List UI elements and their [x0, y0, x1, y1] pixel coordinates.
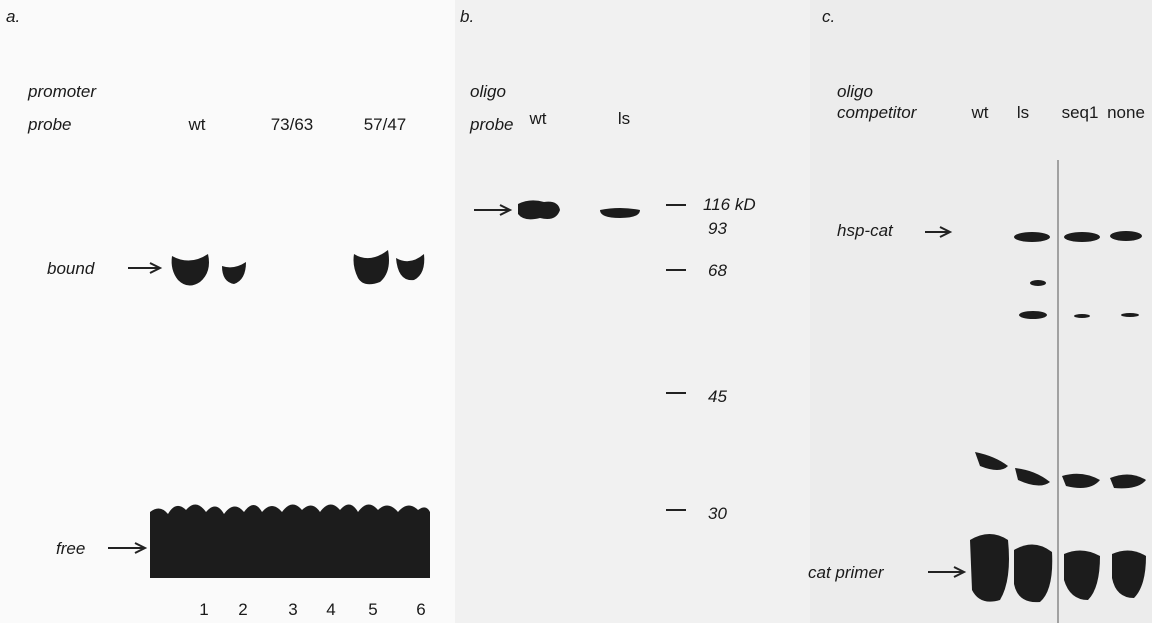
lane-header: none [1107, 103, 1145, 122]
band [396, 254, 425, 281]
panel-letter: b. [460, 7, 474, 26]
row-label: promoter [27, 82, 97, 101]
panel-c-bg [810, 0, 1152, 623]
row-label: oligo [470, 82, 506, 101]
lane-header: wt [188, 115, 206, 134]
band-label: cat primer [808, 563, 885, 582]
lane-header: ls [618, 109, 630, 128]
band [222, 262, 246, 284]
lane-header: 57/47 [364, 115, 407, 134]
band-label: free [56, 539, 85, 558]
lane-header: ls [1017, 103, 1029, 122]
panel-letter: a. [6, 7, 20, 26]
row-label: competitor [837, 103, 918, 122]
panel-b-bg [455, 0, 810, 623]
arrow [128, 262, 163, 274]
band [1121, 313, 1139, 317]
marker-label: 116 kD [703, 195, 756, 214]
band [1030, 280, 1046, 286]
marker-label: 30 [708, 504, 727, 523]
lane-header: wt [971, 103, 989, 122]
marker-label: 45 [708, 387, 727, 406]
arrow [928, 566, 967, 578]
marker-label: 93 [708, 219, 727, 238]
band [1110, 474, 1146, 489]
marker-ticks [666, 204, 686, 511]
band [1074, 314, 1090, 318]
band [1014, 232, 1050, 242]
row-label: probe [27, 115, 71, 134]
row-label: probe [469, 115, 513, 134]
lane-header: seq1 [1062, 103, 1099, 122]
band [1112, 550, 1146, 598]
band [600, 208, 640, 218]
panel-letter: c. [822, 7, 835, 26]
lane-header: wt [529, 109, 547, 128]
row-label: oligo [837, 82, 873, 101]
lane-number: 4 [326, 600, 335, 619]
band [1062, 473, 1100, 488]
band [1064, 550, 1100, 600]
free-band [150, 504, 430, 578]
lane-number: 2 [238, 600, 247, 619]
band [975, 452, 1008, 470]
arrow [474, 204, 513, 216]
band [1064, 232, 1100, 242]
band [1014, 544, 1053, 603]
band [1019, 311, 1047, 319]
lane-header: 73/63 [271, 115, 314, 134]
arrow [925, 226, 953, 238]
lane-number: 1 [199, 600, 208, 619]
marker-label: 68 [708, 261, 727, 280]
lane-number: 5 [368, 600, 377, 619]
lane-number: 3 [288, 600, 297, 619]
band-label: hsp-cat [837, 221, 894, 240]
arrow [108, 542, 148, 554]
band [171, 254, 209, 286]
band-label: bound [47, 259, 95, 278]
band [1110, 231, 1142, 241]
band [353, 250, 389, 285]
band [518, 200, 560, 220]
bands [970, 231, 1146, 603]
band [970, 534, 1009, 602]
lane-number: 6 [416, 600, 425, 619]
band [1015, 468, 1050, 486]
